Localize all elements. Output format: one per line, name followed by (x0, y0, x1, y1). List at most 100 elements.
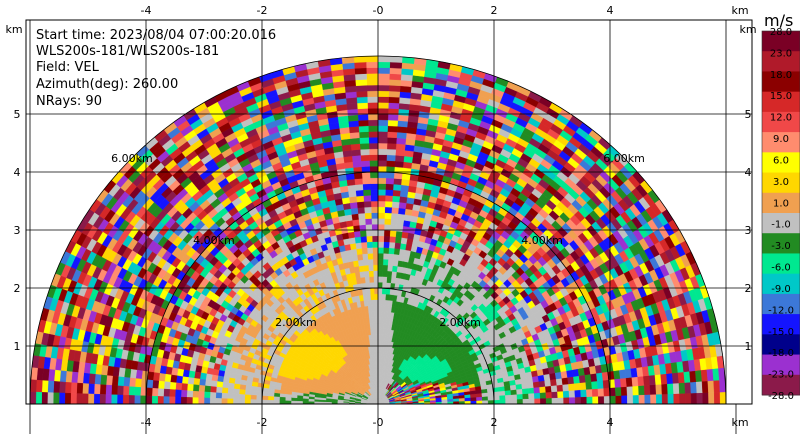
gate-cell (382, 253, 389, 260)
gate-cell (638, 385, 645, 396)
gate-cell (578, 374, 586, 384)
gate-cell (371, 229, 379, 237)
gate-cell (510, 389, 518, 395)
gate-cell (395, 143, 406, 151)
gate-cell (387, 125, 398, 133)
gate-cell (352, 224, 361, 232)
gate-cell (359, 230, 367, 237)
gate-cell (598, 395, 605, 404)
gate-cell (374, 310, 379, 318)
gate-cell (370, 293, 375, 301)
gate-cell (397, 120, 408, 128)
gate-cell (350, 207, 359, 215)
gate-cell (377, 84, 390, 92)
gate-cell (366, 78, 379, 86)
gate-cell (516, 388, 523, 395)
gate-cell (360, 160, 370, 168)
gate-cell (386, 154, 396, 162)
gate-cell (591, 388, 599, 397)
gate-cell (360, 235, 367, 243)
gate-cell (383, 247, 390, 254)
gate-cell (348, 126, 360, 134)
gate-cell (516, 398, 524, 404)
gate-cell (527, 387, 535, 394)
gate-cell (373, 281, 379, 289)
gate-cell (367, 96, 379, 103)
gate-cell (377, 276, 383, 283)
gate-cell (365, 224, 373, 231)
gate-cell (387, 259, 394, 266)
gate-cell (377, 107, 389, 115)
gate-cell (374, 305, 379, 312)
gate-cell (377, 247, 384, 254)
gate-cell (388, 247, 395, 255)
gate-cell (399, 91, 411, 99)
gate-cell (382, 264, 388, 272)
gate-cell (684, 381, 692, 394)
gate-cell (351, 213, 359, 221)
gate-cell (351, 149, 361, 157)
gate-cell (381, 299, 386, 306)
gate-cell (391, 265, 398, 273)
gate-cell (591, 380, 599, 390)
gate-cell (356, 253, 364, 261)
gate-cell (545, 385, 552, 393)
gate-cell (377, 316, 382, 323)
gate-cell (533, 392, 541, 399)
gate-cell (377, 90, 390, 98)
gate-cell (586, 388, 593, 397)
gate-cell (380, 305, 386, 312)
gate-cell (354, 236, 362, 244)
gate-cell (390, 276, 397, 284)
gate-cell (361, 171, 371, 179)
gate-cell (360, 154, 370, 162)
gate-cell (379, 334, 384, 341)
gate-cell (389, 61, 403, 69)
gate-cell (650, 394, 657, 404)
gate-cell (377, 148, 388, 156)
gate-cell (499, 399, 506, 404)
gate-cell (476, 400, 483, 404)
gate-cell (374, 299, 379, 306)
gate-cell (399, 85, 412, 93)
gate-cell (364, 212, 372, 220)
gate-cell (356, 102, 368, 110)
gate-cell (377, 119, 389, 127)
gate-cell (397, 260, 404, 268)
gate-cell (395, 230, 403, 238)
gate-cell (397, 108, 410, 116)
gate-cell (632, 385, 640, 396)
gate-cell (538, 380, 546, 388)
gate-cell (498, 390, 506, 396)
gate-cell (387, 113, 399, 121)
gate-cell (363, 264, 369, 272)
gate-cell (713, 379, 721, 393)
gate-cell (377, 200, 386, 208)
gate-cell (369, 282, 375, 289)
gate-cell (580, 389, 587, 398)
gate-cell (672, 382, 680, 394)
gate-cell (356, 96, 368, 104)
gate-cell (511, 398, 518, 404)
gate-cell (373, 287, 379, 295)
gate-cell (708, 392, 715, 404)
gate-cell (384, 206, 393, 214)
gate-cell (345, 91, 357, 99)
gate-cell (388, 102, 400, 110)
gate-cell (533, 386, 541, 394)
gate-cell (399, 242, 407, 251)
gate-cell (580, 396, 588, 404)
gate-cell (391, 201, 400, 209)
gate-cell (573, 382, 581, 391)
gate-cell (579, 381, 587, 391)
gate-cell (493, 399, 501, 404)
gate-cell (357, 113, 369, 121)
gate-cell (355, 248, 363, 255)
gate-cell (371, 212, 379, 219)
gate-cell (386, 142, 397, 150)
gate-cell (349, 201, 358, 209)
gate-cell (368, 270, 374, 277)
gate-cell (592, 396, 599, 404)
gate-cell (394, 154, 405, 162)
gate-cell (596, 380, 604, 389)
